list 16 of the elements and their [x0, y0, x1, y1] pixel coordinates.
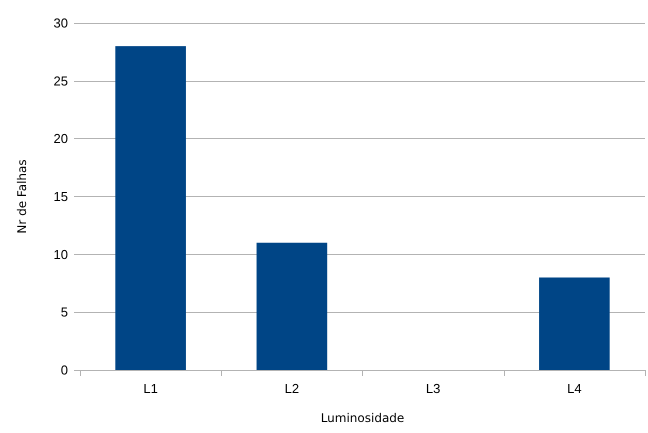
x-tick-label: L4	[567, 381, 582, 396]
y-tick-label: 0	[60, 362, 68, 378]
y-tick-label: 20	[54, 131, 68, 146]
x-tick-label: L3	[426, 381, 440, 396]
bar	[539, 277, 610, 370]
y-tick-label: 5	[60, 304, 68, 320]
x-tick-label: L2	[284, 381, 300, 396]
y-axis-title: Nr de Falhas	[15, 159, 29, 234]
y-tick-label: 10	[54, 246, 68, 262]
y-tick-label: 15	[54, 189, 68, 204]
y-tick-label: 30	[54, 16, 68, 30]
y-tick-label: 25	[54, 73, 68, 88]
bar	[115, 46, 186, 370]
x-axis-title: Luminosidade	[320, 411, 404, 425]
x-tick-label: L1	[143, 381, 158, 396]
bar	[256, 242, 328, 370]
